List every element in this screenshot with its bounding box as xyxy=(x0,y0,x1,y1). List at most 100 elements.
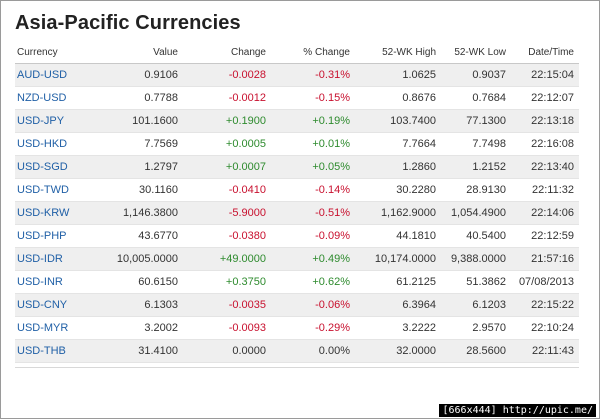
change-cell: +0.0005 xyxy=(183,132,271,156)
date-time-cell: 22:11:43 xyxy=(511,339,579,363)
table-row: USD-IDR 10,005.0000 +49.0000 +0.49% 10,174.0… xyxy=(15,247,579,271)
high-52wk-cell: 103.7400 xyxy=(355,109,441,133)
currency-link[interactable]: USD-JPY xyxy=(15,109,95,133)
table-bottom-divider xyxy=(15,367,579,368)
value-cell: 60.6150 xyxy=(95,270,183,294)
change-cell: 0.0000 xyxy=(183,339,271,363)
table-row: USD-THB 31.4100 0.0000 0.00% 32.0000 28.5600 2… xyxy=(15,339,579,363)
change-cell: -0.0035 xyxy=(183,293,271,317)
low-52wk-cell: 28.9130 xyxy=(441,178,511,202)
currency-link[interactable]: USD-TWD xyxy=(15,178,95,202)
currency-link[interactable]: USD-SGD xyxy=(15,155,95,179)
table-row: USD-HKD 7.7569 +0.0005 +0.01% 7.7664 7.7498 22… xyxy=(15,132,579,156)
high-52wk-cell: 61.2125 xyxy=(355,270,441,294)
high-52wk-cell: 1,162.9000 xyxy=(355,201,441,225)
high-52wk-cell: 44.1810 xyxy=(355,224,441,248)
column-header-percent-change: % Change xyxy=(271,42,355,64)
value-cell: 1.2797 xyxy=(95,155,183,179)
currency-table: Currency Value Change % Change 52-WK Hig… xyxy=(15,42,579,363)
low-52wk-cell: 28.5600 xyxy=(441,339,511,363)
percent-change-cell: -0.15% xyxy=(271,86,355,110)
currency-link[interactable]: USD-IDR xyxy=(15,247,95,271)
currency-link[interactable]: USD-CNY xyxy=(15,293,95,317)
value-cell: 30.1160 xyxy=(95,178,183,202)
value-cell: 101.1600 xyxy=(95,109,183,133)
low-52wk-cell: 1.2152 xyxy=(441,155,511,179)
value-cell: 31.4100 xyxy=(95,339,183,363)
low-52wk-cell: 2.9570 xyxy=(441,316,511,340)
table-row: USD-INR 60.6150 +0.3750 +0.62% 61.2125 51.386… xyxy=(15,270,579,294)
low-52wk-cell: 9,388.0000 xyxy=(441,247,511,271)
column-header-52wk-low: 52-WK Low xyxy=(441,42,511,64)
table-row: AUD-USD 0.9106 -0.0028 -0.31% 1.0625 0.9037 22… xyxy=(15,63,579,87)
date-time-cell: 22:12:59 xyxy=(511,224,579,248)
low-52wk-cell: 40.5400 xyxy=(441,224,511,248)
column-header-date-time: Date/Time xyxy=(511,42,579,64)
change-cell: +49.0000 xyxy=(183,247,271,271)
currency-link[interactable]: NZD-USD xyxy=(15,86,95,110)
watermark-badge: [666x444] http://upic.me/ xyxy=(439,404,596,417)
high-52wk-cell: 1.0625 xyxy=(355,63,441,87)
table-row: USD-MYR 3.2002 -0.0093 -0.29% 3.2222 2.9570 22… xyxy=(15,316,579,340)
currency-link[interactable]: USD-KRW xyxy=(15,201,95,225)
date-time-cell: 22:16:08 xyxy=(511,132,579,156)
high-52wk-cell: 3.2222 xyxy=(355,316,441,340)
change-cell: -0.0012 xyxy=(183,86,271,110)
currency-link[interactable]: USD-HKD xyxy=(15,132,95,156)
currency-link[interactable]: USD-PHP xyxy=(15,224,95,248)
column-header-value: Value xyxy=(95,42,183,64)
low-52wk-cell: 1,054.4900 xyxy=(441,201,511,225)
percent-change-cell: +0.05% xyxy=(271,155,355,179)
date-time-cell: 22:12:07 xyxy=(511,86,579,110)
value-cell: 0.9106 xyxy=(95,63,183,87)
low-52wk-cell: 7.7498 xyxy=(441,132,511,156)
value-cell: 3.2002 xyxy=(95,316,183,340)
column-header-change: Change xyxy=(183,42,271,64)
change-cell: +0.0007 xyxy=(183,155,271,179)
low-52wk-cell: 6.1203 xyxy=(441,293,511,317)
high-52wk-cell: 7.7664 xyxy=(355,132,441,156)
low-52wk-cell: 51.3862 xyxy=(441,270,511,294)
percent-change-cell: +0.62% xyxy=(271,270,355,294)
table-row: USD-JPY 101.1600 +0.1900 +0.19% 103.7400 77.1… xyxy=(15,109,579,133)
percent-change-cell: +0.01% xyxy=(271,132,355,156)
percent-change-cell: -0.51% xyxy=(271,201,355,225)
percent-change-cell: +0.49% xyxy=(271,247,355,271)
currency-link[interactable]: AUD-USD xyxy=(15,63,95,87)
column-header-currency: Currency xyxy=(15,42,95,64)
high-52wk-cell: 0.8676 xyxy=(355,86,441,110)
change-cell: -0.0028 xyxy=(183,63,271,87)
table-row: USD-TWD 30.1160 -0.0410 -0.14% 30.2280 28.913… xyxy=(15,178,579,202)
low-52wk-cell: 77.1300 xyxy=(441,109,511,133)
percent-change-cell: -0.14% xyxy=(271,178,355,202)
currency-link[interactable]: USD-MYR xyxy=(15,316,95,340)
date-time-cell: 07/08/2013 xyxy=(511,270,579,294)
value-cell: 10,005.0000 xyxy=(95,247,183,271)
table-row: NZD-USD 0.7788 -0.0012 -0.15% 0.8676 0.7684 22… xyxy=(15,86,579,110)
percent-change-cell: -0.31% xyxy=(271,63,355,87)
date-time-cell: 22:13:40 xyxy=(511,155,579,179)
currency-link[interactable]: USD-INR xyxy=(15,270,95,294)
high-52wk-cell: 1.2860 xyxy=(355,155,441,179)
low-52wk-cell: 0.7684 xyxy=(441,86,511,110)
high-52wk-cell: 6.3964 xyxy=(355,293,441,317)
high-52wk-cell: 10,174.0000 xyxy=(355,247,441,271)
change-cell: -0.0380 xyxy=(183,224,271,248)
high-52wk-cell: 30.2280 xyxy=(355,178,441,202)
percent-change-cell: -0.29% xyxy=(271,316,355,340)
value-cell: 6.1303 xyxy=(95,293,183,317)
value-cell: 7.7569 xyxy=(95,132,183,156)
date-time-cell: 21:57:16 xyxy=(511,247,579,271)
percent-change-cell: -0.09% xyxy=(271,224,355,248)
currency-link[interactable]: USD-THB xyxy=(15,339,95,363)
table-row: USD-CNY 6.1303 -0.0035 -0.06% 6.3964 6.1203 22… xyxy=(15,293,579,317)
column-header-52wk-high: 52-WK High xyxy=(355,42,441,64)
date-time-cell: 22:15:22 xyxy=(511,293,579,317)
change-cell: +0.1900 xyxy=(183,109,271,133)
date-time-cell: 22:11:32 xyxy=(511,178,579,202)
date-time-cell: 22:13:18 xyxy=(511,109,579,133)
date-time-cell: 22:10:24 xyxy=(511,316,579,340)
value-cell: 43.6770 xyxy=(95,224,183,248)
value-cell: 0.7788 xyxy=(95,86,183,110)
